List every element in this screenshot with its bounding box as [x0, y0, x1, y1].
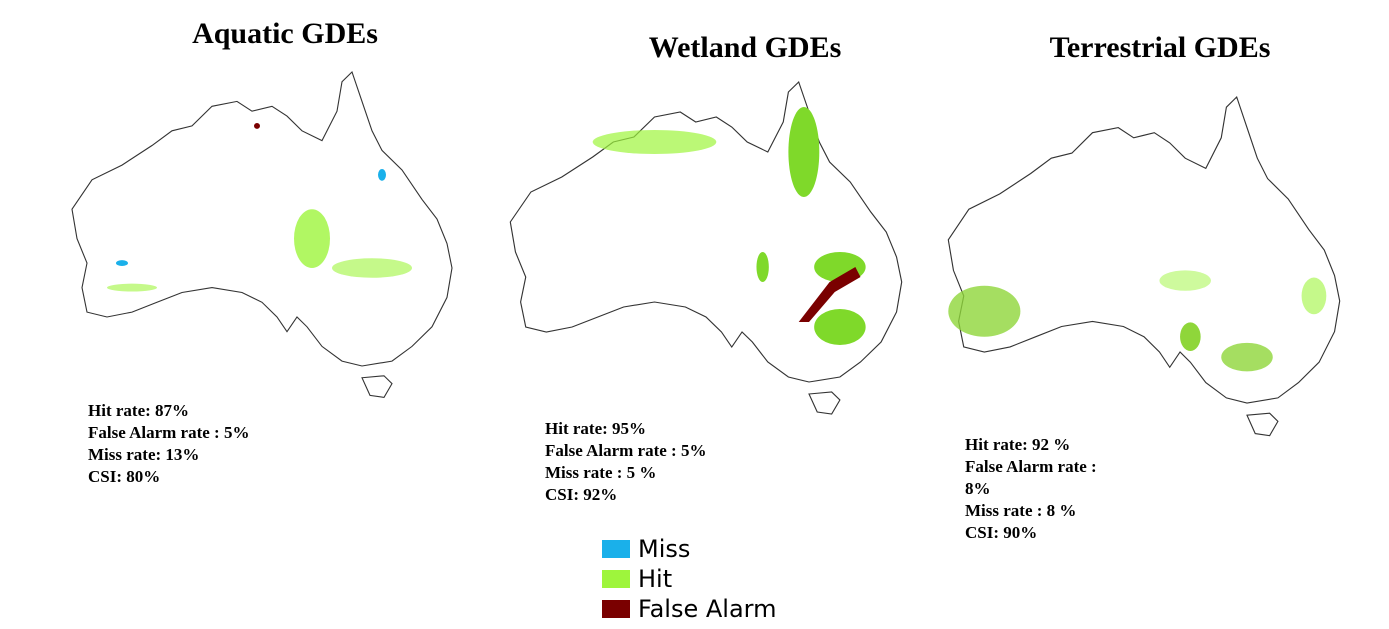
panel-title: Aquatic GDEs: [192, 17, 378, 50]
legend-swatch: [602, 570, 630, 588]
stat-line: 8%: [965, 479, 991, 498]
legend-label: Hit: [638, 565, 672, 593]
panel-title: Terrestrial GDEs: [1050, 31, 1271, 64]
legend-label: False Alarm: [638, 595, 777, 623]
stat-line: CSI: 90%: [965, 523, 1037, 542]
stat-line: Miss rate : 5 %: [545, 463, 656, 482]
stat-line: Hit rate: 92 %: [965, 435, 1070, 454]
map-aquatic: [71, 71, 453, 398]
stat-line: False Alarm rate : 5%: [545, 441, 706, 460]
stat-line: CSI: 92%: [545, 485, 617, 504]
panel-title: Wetland GDEs: [649, 31, 842, 64]
stat-line: CSI: 80%: [88, 467, 160, 486]
stat-line: False Alarm rate : 5%: [88, 423, 249, 442]
map-terrestrial: [947, 96, 1341, 437]
legend-swatch: [602, 540, 630, 558]
legend-label: Miss: [638, 535, 690, 563]
stat-line: Hit rate: 87%: [88, 401, 189, 420]
texts: Aquatic GDEs Hit rate: 87% False Alarm rat…: [88, 17, 1270, 623]
stat-line: False Alarm rate :: [965, 457, 1097, 476]
map-wetland: [509, 81, 903, 415]
stat-line: Miss rate: 13%: [88, 445, 199, 464]
legend-swatch: [602, 600, 630, 618]
stat-line: Hit rate: 95%: [545, 419, 646, 438]
stat-line: Miss rate : 8 %: [965, 501, 1076, 520]
